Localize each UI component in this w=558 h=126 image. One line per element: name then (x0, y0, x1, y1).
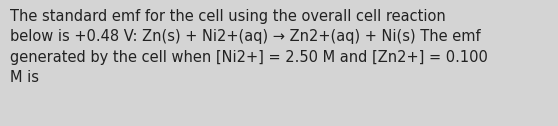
Text: The standard emf for the cell using the overall cell reaction
below is +0.48 V: : The standard emf for the cell using the … (10, 9, 488, 85)
